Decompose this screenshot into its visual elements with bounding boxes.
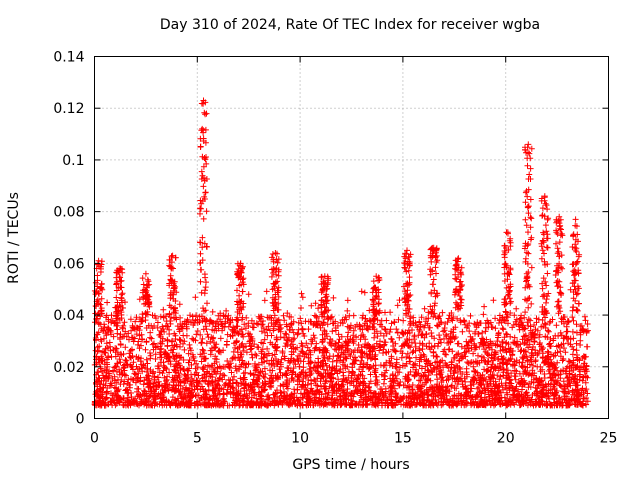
y-axis-label: ROTI / TECUs [6,192,22,284]
y-tick-label: 0.1 [62,153,84,169]
x-tick-label: 15 [394,431,412,447]
y-tick-label: 0.08 [53,205,84,221]
data-points [91,97,591,409]
y-tick-label: 0.14 [53,50,84,66]
x-tick-label: 0 [90,431,99,447]
y-tick-label: 0.06 [53,256,84,272]
y-tick-label: 0 [76,412,85,428]
axis-ticks: 0 5 10 15 20 25 0 0.02 0.04 0.06 0.08 0.1 0.12 0.14 [53,50,617,447]
x-axis-label: GPS time / hours [292,457,410,473]
x-tick-label: 20 [497,431,515,447]
x-tick-label: 10 [291,431,309,447]
x-tick-label: 25 [600,431,618,447]
y-tick-label: 0.04 [53,308,84,324]
y-tick-label: 0.12 [53,101,84,117]
chart-title: Day 310 of 2024, Rate Of TEC Index for r… [159,17,541,33]
plot-frame [94,56,609,419]
x-tick-label: 5 [193,431,202,447]
y-tick-label: 0.02 [53,360,84,376]
roti-series-marks [91,97,591,409]
